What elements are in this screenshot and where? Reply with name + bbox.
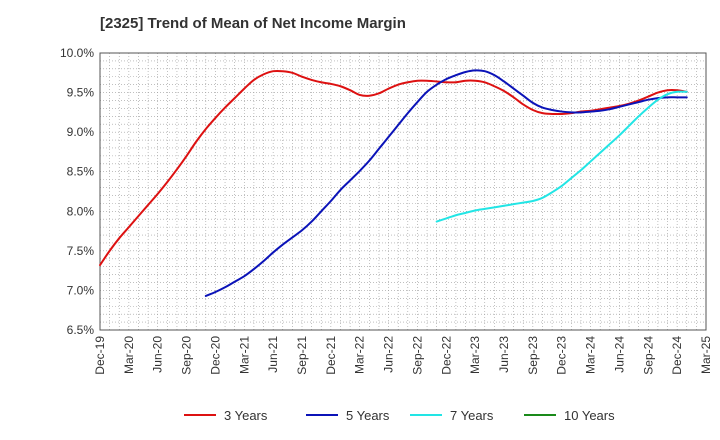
x-tick-label: Jun-20 [151, 336, 165, 373]
x-tick-label: Dec-24 [670, 336, 684, 375]
y-tick-label: 7.0% [67, 283, 95, 297]
plot-frame [99, 52, 707, 331]
x-tick-label: Jun-22 [382, 336, 396, 373]
y-tick-label: 10.0% [60, 46, 94, 60]
x-tick-label: Dec-21 [324, 336, 338, 375]
x-tick-label: Jun-23 [497, 336, 511, 373]
y-axis: 10.0% 9.5% 9.0% 8.5% 8.0% 7.5% 7.0% 6.5% [60, 46, 94, 337]
series-line-5-years [204, 69, 688, 297]
x-tick-label: Sep-24 [641, 336, 655, 375]
legend-label: 7 Years [450, 408, 494, 423]
x-tick-label: Sep-20 [180, 336, 194, 375]
series-line-7-years [435, 90, 688, 223]
y-tick-label: 8.0% [67, 204, 95, 218]
x-tick-label: Sep-23 [526, 336, 540, 375]
legend-label: 3 Years [224, 408, 268, 423]
y-tick-label: 6.5% [67, 323, 95, 337]
x-tick-label: Mar-22 [353, 336, 367, 374]
x-tick-label: Dec-23 [555, 336, 569, 375]
legend-label: 10 Years [564, 408, 615, 423]
x-tick-label: Mar-21 [237, 336, 251, 374]
y-tick-label: 7.5% [67, 244, 95, 258]
series-line-3-years [99, 69, 688, 267]
y-tick-label: 9.0% [67, 125, 95, 139]
x-axis: Dec-19 Mar-20 Jun-20 Sep-20 Dec-20 Mar-21 Jun-… [93, 336, 713, 375]
legend-label: 5 Years [346, 408, 390, 423]
x-tick-label: Sep-21 [295, 336, 309, 375]
chart-title: [2325] Trend of Mean of Net Income Margi… [100, 15, 406, 32]
x-tick-label: Jun-21 [266, 336, 280, 373]
x-tick-label: Mar-25 [699, 336, 713, 374]
x-tick-label: Mar-20 [122, 336, 136, 374]
y-tick-label: 8.5% [67, 165, 95, 179]
y-tick-label: 9.5% [67, 86, 95, 100]
series-lines [99, 69, 688, 297]
x-tick-label: Sep-22 [410, 336, 424, 375]
x-tick-label: Mar-24 [584, 336, 598, 374]
x-tick-label: Dec-22 [439, 336, 453, 375]
x-tick-label: Jun-24 [612, 336, 626, 373]
x-tick-label: Dec-19 [93, 336, 107, 375]
legend: 3 Years 5 Years 7 Years 10 Years [184, 408, 615, 423]
x-tick-label: Mar-23 [468, 336, 482, 374]
x-tick-label: Dec-20 [208, 336, 222, 375]
grid [100, 53, 706, 330]
